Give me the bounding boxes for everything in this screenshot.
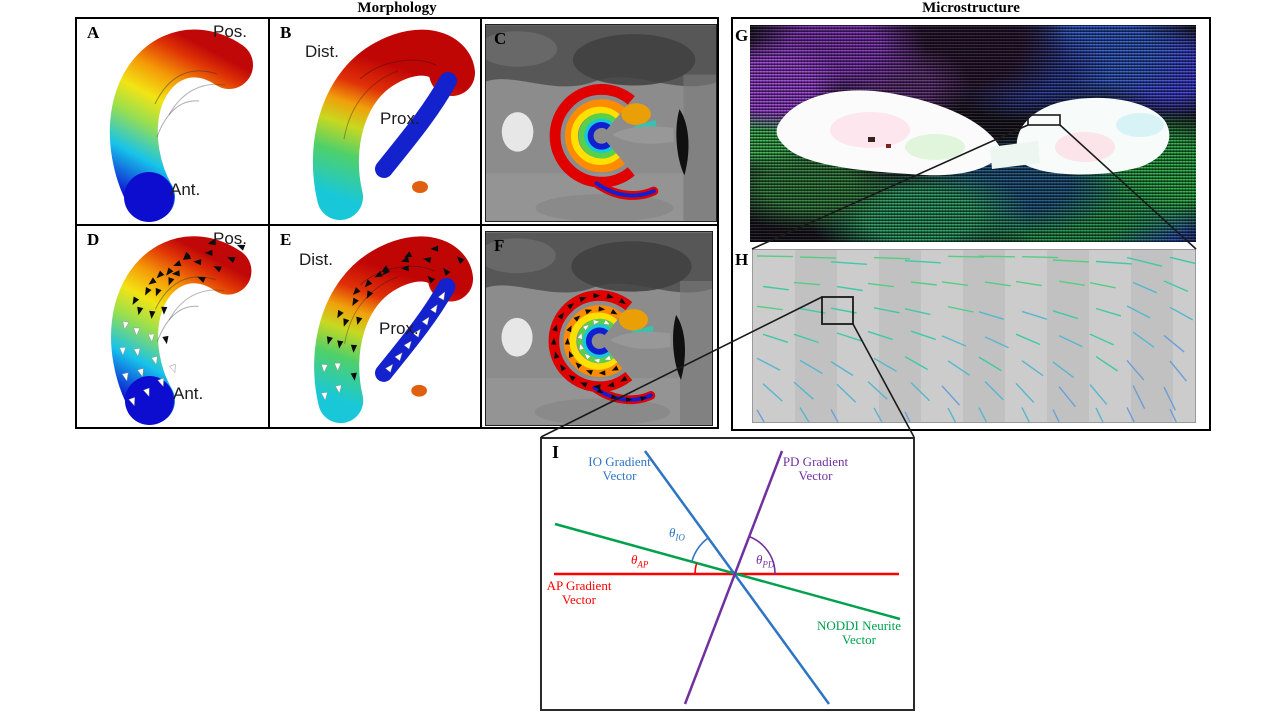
io-label-line1: IO Gradient [588,454,651,469]
io-gradient-vector-label: IO Gradient Vector [572,455,667,483]
pd-label-line2: Vector [798,468,833,483]
morphology-title: Morphology [357,0,437,16]
noddi-label-line2: Vector [842,632,876,647]
noddi-neurite-vector-line [554,522,901,621]
panel-letter-i: I [552,442,560,462]
theta-pd-subscript: PD [762,559,775,570]
label-proximal-b: Prox. [380,109,420,128]
mri-overlay-f [486,232,712,425]
noddi-label-line1: NODDI Neurite [816,618,902,633]
label-distal-e: Dist. [299,250,333,269]
label-anterior-a: Ant. [170,180,201,199]
label-anterior-d: Ant. [173,384,204,403]
neurite-vector-field-h [752,249,1196,423]
panel-letter-h: H [735,250,749,269]
pd-gradient-vector-line [683,450,784,705]
pd-gradient-vector-label: PD Gradient Vector [768,455,863,483]
hippocampus-render-d [77,226,268,427]
label-posterior-d: Pos. [213,229,248,248]
mri-overlay-c [486,25,716,221]
hippocampus-render-b [270,19,480,224]
grid-divider-vertical-1 [268,19,270,427]
io-label-line2: Vector [602,468,637,483]
theta-ap-subscript: AP [637,559,649,570]
theta-symbol: θ [669,525,676,540]
vector-diagram-canvas [554,450,901,705]
grid-divider-vertical-2 [480,19,482,427]
ap-label-line1: AP Gradient [546,578,612,593]
panel-letter-g: G [735,26,749,45]
panel-letter-c: C [494,29,507,48]
theta-ap-arc [694,562,698,575]
label-proximal-e: Prox. [379,319,419,338]
theta-pd-label: θPD [756,552,774,570]
morphology-panel-group: A Pos. Ant. B Dist. Prox. C D Pos. Ant. [75,17,719,429]
panel-letter-e: E [280,230,292,249]
ap-gradient-vector-label: AP Gradient Vector [544,579,614,607]
vector-angle-diagram: I IO Gradient Vector PD Gradient Vector … [540,437,915,711]
mri-image-c [485,24,717,222]
dti-vector-map-g [750,25,1196,242]
pd-label-line1: PD Gradient [782,454,849,469]
theta-symbol: θ [756,552,763,567]
theta-symbol: θ [631,552,638,567]
hippocampus-mask-g [776,90,1170,176]
theta-io-arc [691,536,710,562]
panel-letter-b: B [280,23,292,42]
theta-ap-label: θAP [631,552,648,570]
grid-divider-horizontal [77,224,717,226]
panel-letter-f: F [494,236,505,255]
io-gradient-vector-line [643,450,831,705]
microstructure-panel-group: G H [731,17,1211,431]
theta-pd-arc [749,535,776,575]
noddi-neurite-vector-label: NODDI Neurite Vector [809,619,909,647]
panel-letter-d: D [87,230,100,249]
vector-field-lines [756,255,1195,422]
label-posterior-a: Pos. [213,22,248,41]
theta-io-subscript: IO [675,532,685,543]
panel-letter-a: A [87,23,100,42]
microstructure-title: Microstructure [922,0,1020,16]
hippocampus-render-e [270,226,480,427]
mri-image-f [485,231,713,426]
theta-io-label: θIO [669,525,685,543]
label-distal-b: Dist. [305,42,339,61]
ap-label-line2: Vector [562,592,596,607]
